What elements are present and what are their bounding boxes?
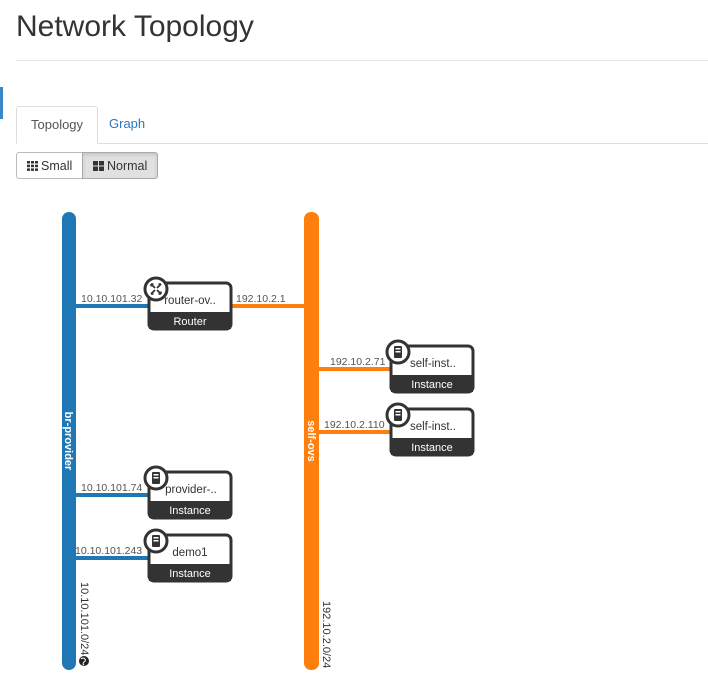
node-type: Instance [169, 505, 211, 517]
node-type: Router [173, 316, 206, 328]
port-ip-label: 10.10.101.243 [75, 545, 142, 557]
network-name: self-ovs [305, 420, 317, 462]
network-self-ovs[interactable]: self-ovs [304, 212, 319, 670]
instance-node[interactable]: provider-.. Instance [143, 465, 233, 520]
router-icon [143, 276, 169, 302]
page-title: Network Topology [16, 10, 254, 43]
network-cidr: 10.10.101.0/24 [78, 582, 90, 655]
port-ip-label: 192.10.2.71 [330, 356, 386, 368]
grid-large-icon [93, 154, 104, 181]
node-name: demo1 [172, 547, 207, 559]
title-divider [16, 60, 708, 61]
instance-node[interactable]: self-inst.. Instance [385, 339, 475, 394]
instance-node[interactable]: self-inst.. Instance [385, 402, 475, 457]
node-name: provider-.. [165, 484, 217, 496]
normal-view-button[interactable]: Normal [82, 152, 158, 179]
port-ip-label: 192.10.2.110 [324, 419, 385, 431]
node-name: self-inst.. [410, 421, 456, 433]
sidebar-accent-bar [0, 87, 3, 119]
server-icon [143, 465, 169, 491]
small-view-label: Small [41, 159, 73, 173]
node-name: self-inst.. [410, 358, 456, 370]
network-br-provider[interactable]: br-provider [62, 212, 76, 670]
node-type: Instance [169, 568, 211, 580]
small-view-button[interactable]: Small [16, 152, 83, 179]
view-tabs: Topology Graph [16, 106, 708, 144]
network-name: br-provider [62, 412, 74, 471]
server-icon [143, 528, 169, 554]
globe-icon [79, 656, 89, 666]
port-ip-label: 10.10.101.32 [81, 293, 142, 305]
node-type: Instance [411, 442, 453, 454]
instance-node[interactable]: demo1 Instance [143, 528, 233, 583]
server-icon [385, 339, 411, 365]
tab-topology[interactable]: Topology [16, 106, 99, 144]
server-icon [385, 402, 411, 428]
tab-graph[interactable]: Graph [109, 116, 146, 131]
network-cidr: 192.10.2.0/24 [320, 601, 332, 668]
port-ip-label: 10.10.101.74 [81, 482, 142, 494]
normal-view-label: Normal [107, 159, 148, 173]
node-type: Instance [411, 379, 453, 391]
node-name: router-ov.. [164, 295, 216, 307]
port-ip-label: 192.10.2.1 [236, 293, 286, 305]
topology-canvas: br-provider 10.10.101.0/24 self-ovs 192.… [62, 212, 475, 670]
router-node[interactable]: router-ov.. Router [143, 276, 233, 331]
grid-small-icon [27, 154, 38, 181]
